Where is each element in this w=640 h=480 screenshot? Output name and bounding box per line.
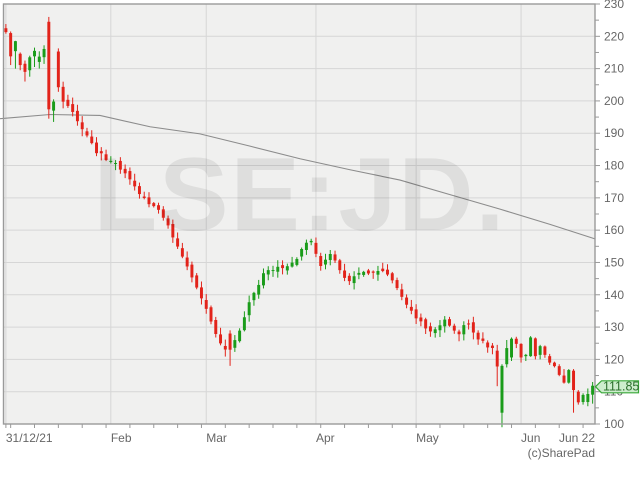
svg-text:230: 230 (604, 0, 624, 11)
svg-text:120: 120 (604, 352, 624, 366)
svg-text:Jun: Jun (521, 431, 540, 445)
svg-text:200: 200 (604, 94, 624, 108)
svg-text:May: May (416, 431, 439, 445)
svg-text:(c)SharePad: (c)SharePad (528, 446, 595, 460)
svg-text:31/12/21: 31/12/21 (6, 431, 53, 445)
svg-text:Jun 22: Jun 22 (559, 431, 595, 445)
svg-text:140: 140 (604, 288, 624, 302)
svg-text:220: 220 (604, 29, 624, 43)
svg-text:130: 130 (604, 320, 624, 334)
svg-text:190: 190 (604, 126, 624, 140)
svg-text:111.85: 111.85 (603, 379, 639, 393)
svg-text:100: 100 (604, 417, 624, 431)
svg-text:160: 160 (604, 223, 624, 237)
svg-text:Mar: Mar (206, 431, 227, 445)
svg-text:LSE:JD.: LSE:JD. (94, 137, 507, 253)
svg-text:210: 210 (604, 62, 624, 76)
svg-text:180: 180 (604, 159, 624, 173)
svg-text:Feb: Feb (111, 431, 132, 445)
svg-text:170: 170 (604, 191, 624, 205)
svg-text:150: 150 (604, 255, 624, 269)
svg-text:Apr: Apr (316, 431, 335, 445)
